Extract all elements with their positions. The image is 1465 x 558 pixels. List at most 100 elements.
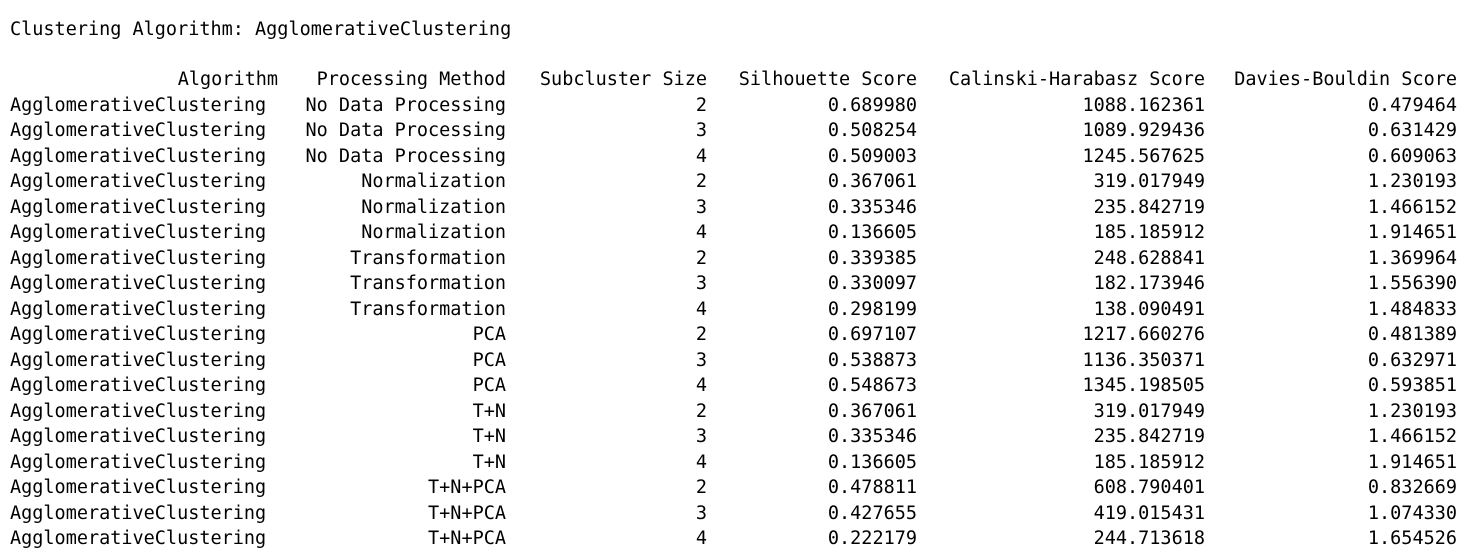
table-row: AgglomerativeClustering T+N 4 0.136605 185.1… [10,450,1457,476]
table-row: AgglomerativeClustering Normalization 2 0.3… [10,169,1457,195]
davies-bouldin-score-cell: 0.631429 [1367,120,1457,141]
subcluster-size-cell: 3 [695,196,707,218]
calinski-harabasz-score-cell: 608.790401 [1093,477,1205,498]
algorithm-cell: AgglomerativeClustering [10,273,267,294]
calinski-harabasz-score-cell: 1136.350371 [1082,349,1205,371]
davies-bouldin-score-cell: 1.230193 [1367,400,1457,422]
subcluster-size-cell: 4 [695,375,707,396]
table-header-row: Algorithm Processing Method Subcluster S… [10,67,1457,93]
silhouette-score-cell: 0.478811 [827,477,917,498]
calinski-harabasz-score-cell: 248.628841 [1093,247,1205,269]
silhouette-score-cell: 0.367061 [827,171,917,192]
table-row: AgglomerativeClustering T+N 2 0.367061 319.0… [10,399,1457,425]
table-row: AgglomerativeClustering Transformation 3 0.… [10,271,1457,297]
calinski-harabasz-score-cell: 1088.162361 [1082,94,1205,116]
algorithm-cell: AgglomerativeClustering [10,528,267,549]
table-row: AgglomerativeClustering T+N+PCA 3 0.427655 4… [10,501,1457,527]
davies-bouldin-score-cell: 0.593851 [1367,375,1457,396]
subcluster-size-cell: 2 [695,171,707,192]
davies-bouldin-score-cell: 1.556390 [1367,273,1457,294]
subcluster-size-cell: 3 [695,273,707,294]
algorithm-cell: AgglomerativeClustering [10,94,267,116]
table-row: AgglomerativeClustering T+N+PCA 4 0.222179 2… [10,526,1457,552]
processing-method-cell: Normalization [361,222,506,243]
algorithm-cell: AgglomerativeClustering [10,375,267,396]
processing-method-cell: T+N [472,400,506,422]
processing-method-cell: PCA [472,375,506,396]
processing-method-cell: Transformation [350,273,506,294]
subcluster-size-cell: 2 [695,247,707,269]
column-header-algorithm: Algorithm [177,69,278,90]
calinski-harabasz-score-cell: 235.842719 [1093,196,1205,218]
davies-bouldin-score-cell: 1.466152 [1367,426,1457,447]
silhouette-score-cell: 0.339385 [827,247,917,269]
subcluster-size-cell: 4 [695,528,707,549]
davies-bouldin-score-cell: 0.479464 [1367,94,1457,116]
algorithm-cell: AgglomerativeClustering [10,298,267,320]
calinski-harabasz-score-cell: 182.173946 [1093,273,1205,294]
algorithm-cell: AgglomerativeClustering [10,196,267,218]
calinski-harabasz-score-cell: 235.842719 [1093,426,1205,447]
silhouette-score-cell: 0.298199 [827,298,917,320]
table-row: AgglomerativeClustering T+N+PCA 2 0.478811 6… [10,475,1457,501]
davies-bouldin-score-cell: 1.914651 [1367,222,1457,243]
silhouette-score-cell: 0.335346 [827,426,917,447]
column-header-silhouette-score: Silhouette Score [738,69,917,90]
processing-method-cell: T+N [472,451,506,473]
silhouette-score-cell: 0.509003 [827,145,917,167]
calinski-harabasz-score-cell: 138.090491 [1093,298,1205,320]
algorithm-cell: AgglomerativeClustering [10,222,267,243]
subcluster-size-cell: 3 [695,120,707,141]
processing-method-cell: T+N+PCA [428,528,506,549]
davies-bouldin-score-cell: 1.466152 [1367,196,1457,218]
table-row: AgglomerativeClustering Transformation 4 0.… [10,297,1457,323]
subcluster-size-cell: 2 [695,94,707,116]
calinski-harabasz-score-cell: 244.713618 [1093,528,1205,549]
processing-method-cell: Transformation [350,247,506,269]
silhouette-score-cell: 0.367061 [827,400,917,422]
processing-method-cell: No Data Processing [305,120,506,141]
silhouette-score-cell: 0.136605 [827,222,917,243]
davies-bouldin-score-cell: 0.481389 [1367,324,1457,345]
algorithm-cell: AgglomerativeClustering [10,400,267,422]
table-row: AgglomerativeClustering PCA 4 0.548673 1345.… [10,373,1457,399]
davies-bouldin-score-cell: 0.609063 [1367,145,1457,167]
silhouette-score-cell: 0.330097 [827,273,917,294]
table-row: AgglomerativeClustering No Data Processin… [10,118,1457,144]
algorithm-cell: AgglomerativeClustering [10,451,267,473]
davies-bouldin-score-cell: 1.914651 [1367,451,1457,473]
calinski-harabasz-score-cell: 1089.929436 [1082,120,1205,141]
processing-method-cell: PCA [472,324,506,345]
subcluster-size-cell: 3 [695,426,707,447]
processing-method-cell: Normalization [361,196,506,218]
processing-method-cell: Normalization [361,171,506,192]
table-row: AgglomerativeClustering PCA 2 0.697107 1217.… [10,322,1457,348]
calinski-harabasz-score-cell: 1217.660276 [1082,324,1205,345]
table-row: AgglomerativeClustering Normalization 3 0.3… [10,195,1457,221]
silhouette-score-cell: 0.689980 [827,94,917,116]
subcluster-size-cell: 4 [695,145,707,167]
davies-bouldin-score-cell: 0.632971 [1367,349,1457,371]
algorithm-cell: AgglomerativeClustering [10,120,267,141]
calinski-harabasz-score-cell: 319.017949 [1093,400,1205,422]
subcluster-size-cell: 4 [695,451,707,473]
silhouette-score-cell: 0.222179 [827,528,917,549]
calinski-harabasz-score-cell: 185.185912 [1093,451,1205,473]
output-title: Clustering Algorithm: AgglomerativeClust… [10,19,512,40]
algorithm-cell: AgglomerativeClustering [10,247,267,269]
subcluster-size-cell: 2 [695,324,707,345]
results-table: Algorithm Processing Method Subcluster S… [10,67,1457,552]
algorithm-cell: AgglomerativeClustering [10,502,267,524]
subcluster-size-cell: 2 [695,477,707,498]
subcluster-size-cell: 4 [695,222,707,243]
subcluster-size-cell: 4 [695,298,707,320]
processing-method-cell: No Data Processing [305,145,506,167]
silhouette-score-cell: 0.697107 [827,324,917,345]
subcluster-size-cell: 3 [695,349,707,371]
silhouette-score-cell: 0.508254 [827,120,917,141]
table-row: AgglomerativeClustering T+N 3 0.335346 235.8… [10,424,1457,450]
davies-bouldin-score-cell: 1.484833 [1367,298,1457,320]
processing-method-cell: PCA [472,349,506,371]
calinski-harabasz-score-cell: 319.017949 [1093,171,1205,192]
algorithm-cell: AgglomerativeClustering [10,324,267,345]
